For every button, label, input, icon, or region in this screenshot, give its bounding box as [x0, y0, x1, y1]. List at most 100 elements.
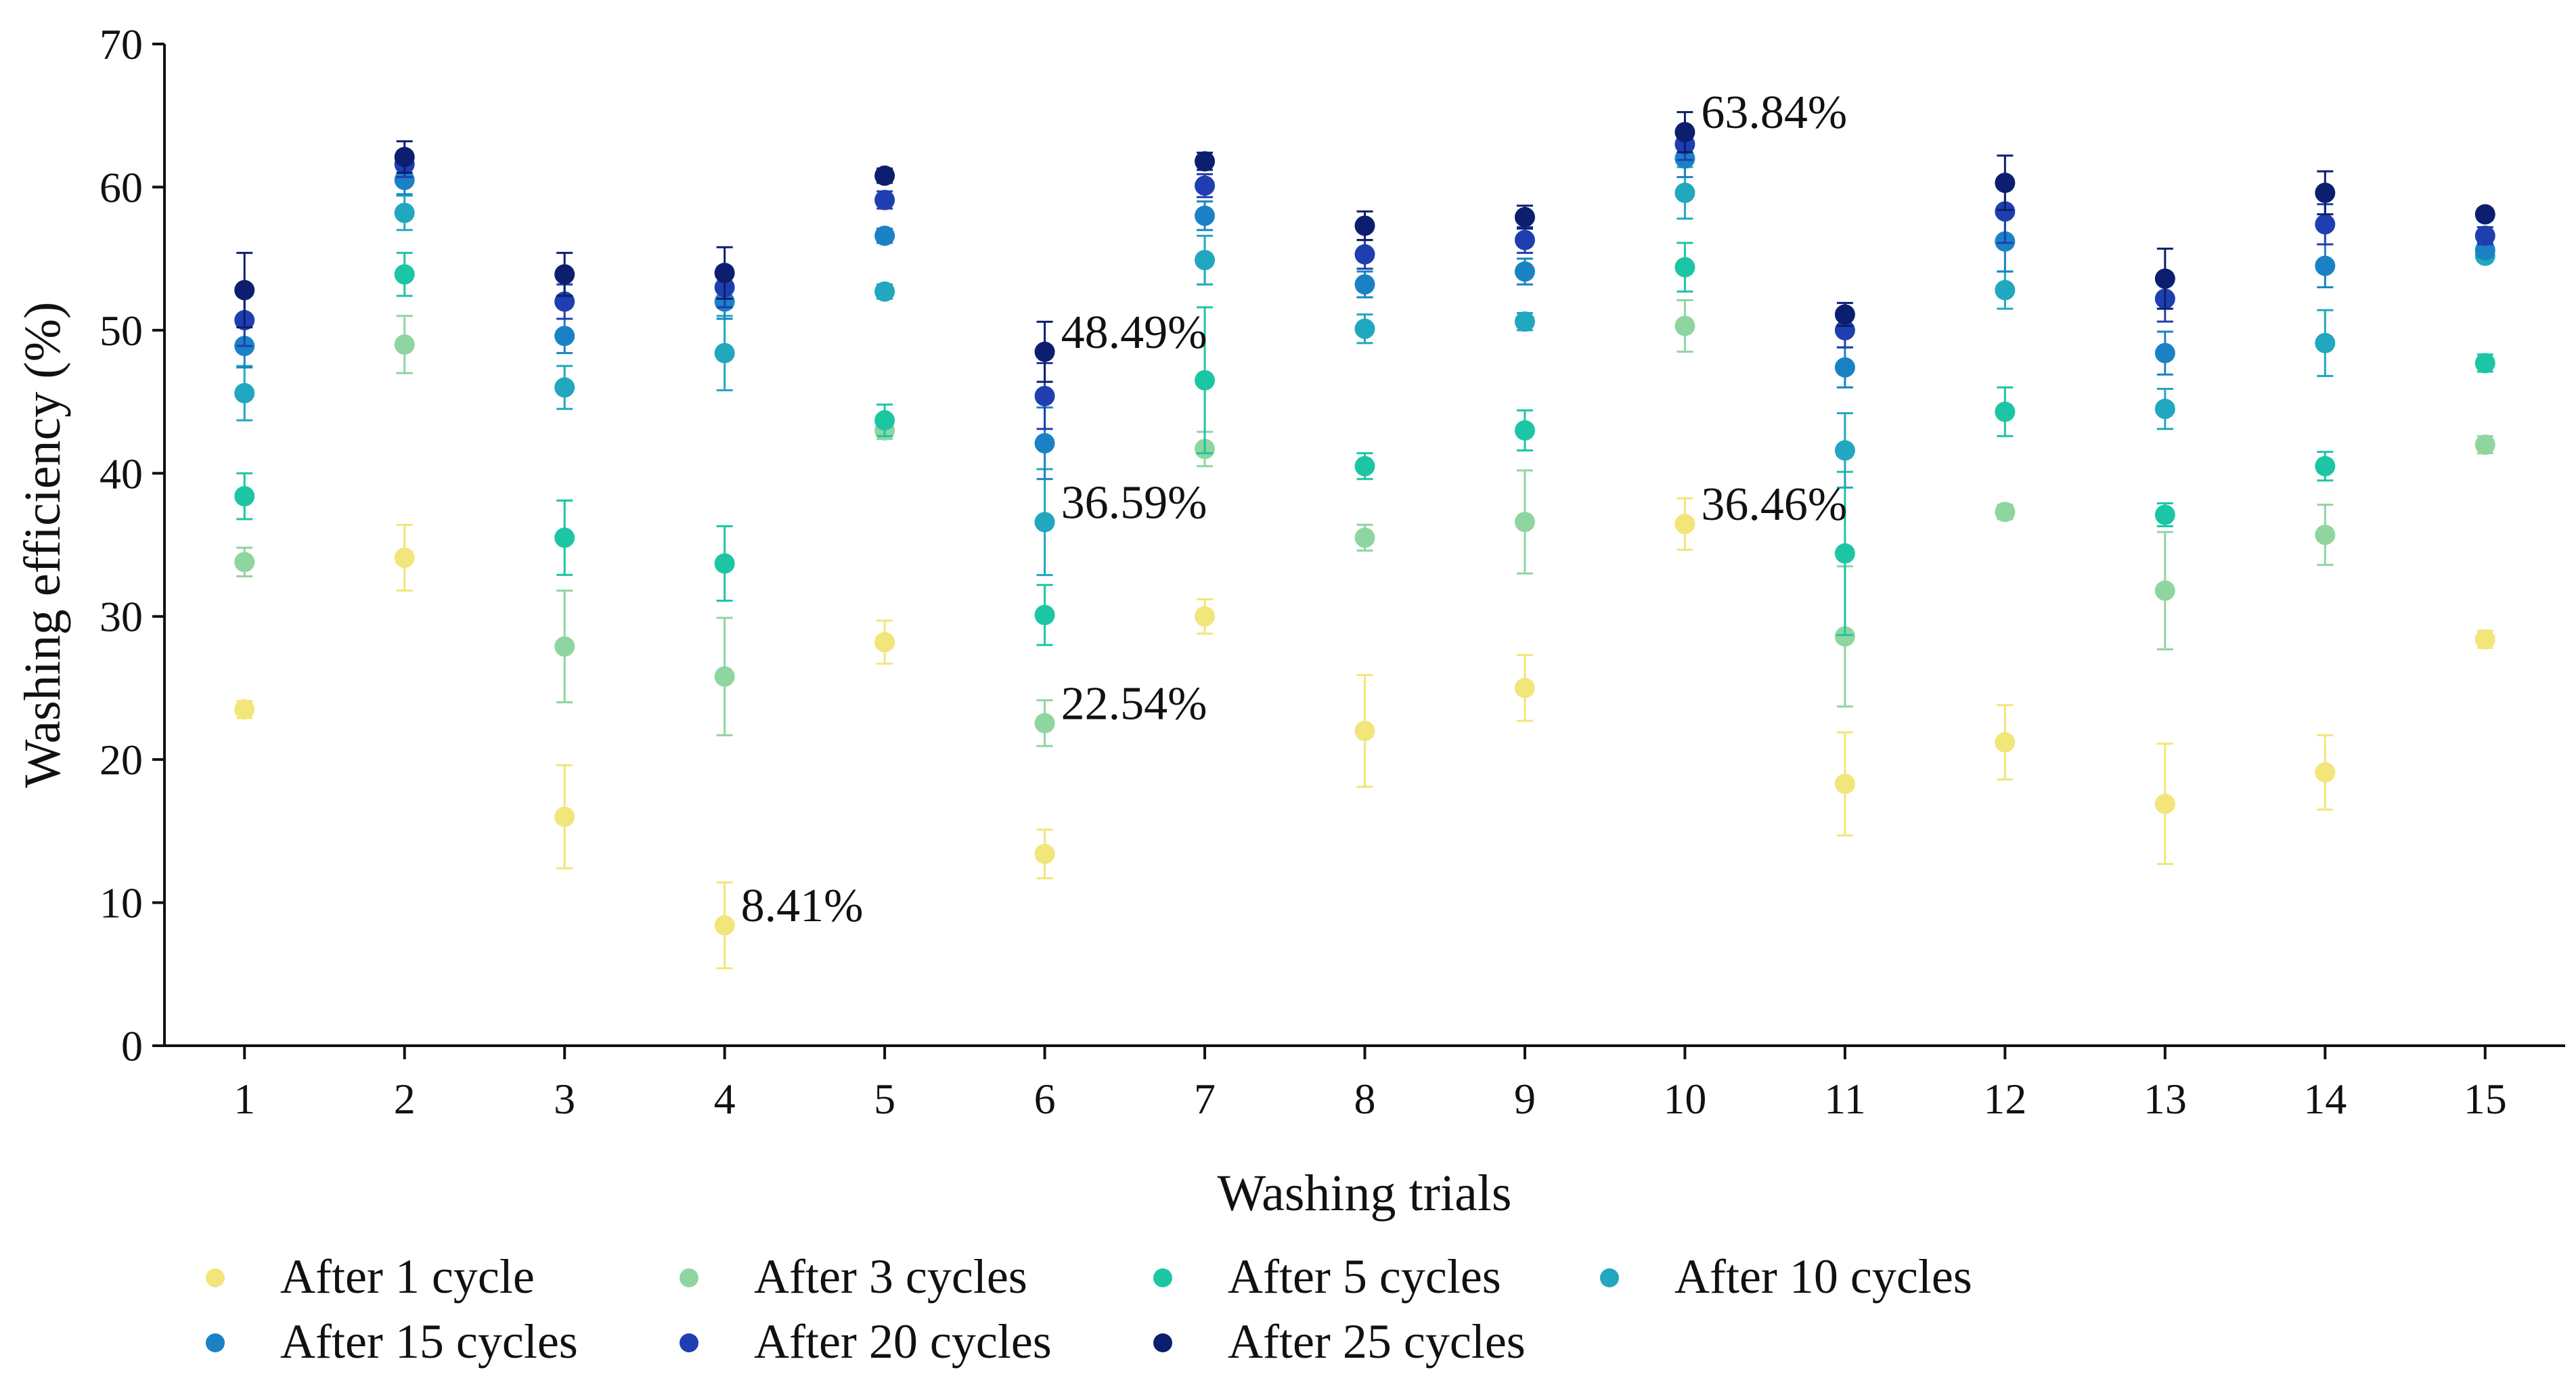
legend-marker: [206, 1268, 225, 1287]
data-point: [1195, 175, 1216, 196]
data-point: [714, 666, 735, 687]
legend-item: After 20 cycles: [680, 1314, 1052, 1369]
x-tick-label: 14: [2303, 1075, 2347, 1123]
data-point: [234, 280, 255, 301]
x-tick-label: 3: [554, 1075, 575, 1123]
data-point: [1674, 315, 1695, 336]
legend-label: After 25 cycles: [1228, 1314, 1526, 1369]
data-point: [1514, 206, 1535, 227]
data-point: [1514, 311, 1535, 332]
data-point: [1995, 201, 2016, 222]
legend-item: After 15 cycles: [206, 1314, 578, 1369]
x-tick-label: 13: [2144, 1075, 2187, 1123]
data-point: [2154, 504, 2175, 525]
series-1: [234, 497, 2495, 970]
data-point: [234, 552, 255, 573]
data-point: [2154, 793, 2175, 814]
data-point: [1195, 370, 1216, 391]
legend-label: After 10 cycles: [1674, 1249, 1972, 1304]
data-point: [2154, 580, 2175, 601]
data-point: [554, 527, 575, 548]
data-point: [1674, 514, 1695, 535]
legend-marker: [1153, 1333, 1172, 1352]
data-point: [874, 410, 895, 431]
x-tick-label: 11: [1824, 1075, 1866, 1123]
data-point: [1834, 774, 1855, 795]
legend-marker: [680, 1268, 698, 1287]
data-point: [714, 915, 735, 936]
data-point: [394, 147, 415, 168]
legend-marker: [1600, 1268, 1619, 1287]
data-point: [394, 202, 415, 223]
data-point: [1834, 440, 1855, 461]
y-tick-label: 40: [99, 449, 143, 497]
data-point: [2474, 629, 2495, 650]
x-tick-label: 15: [2464, 1075, 2507, 1123]
data-point: [554, 377, 575, 398]
data-point: [2154, 342, 2175, 363]
data-point: [2154, 268, 2175, 289]
data-point: [714, 342, 735, 363]
data-point: [2315, 525, 2336, 546]
data-point: [1514, 678, 1535, 698]
data-point: [2315, 762, 2336, 783]
x-tick-label: 7: [1194, 1075, 1216, 1123]
data-point: [2474, 225, 2495, 246]
data-point: [554, 264, 575, 285]
legend-label: After 1 cycle: [280, 1249, 535, 1304]
data-point: [234, 382, 255, 403]
data-point: [2474, 435, 2495, 455]
x-axis-ticks: 1 2 3 4 5 6 7 8 9 10 11 12 13 14 15: [234, 1046, 2507, 1123]
annotation-label: 8.41%: [741, 880, 864, 932]
data-point: [2315, 456, 2336, 476]
annotation-label: 22.54%: [1061, 678, 1207, 730]
legend-label: After 20 cycles: [754, 1314, 1052, 1369]
annotations: 8.41% 22.54% 36.59% 48.49% 36.46% 63.84%: [741, 87, 1848, 932]
legend-marker: [680, 1333, 698, 1352]
annotation-label: 63.84%: [1701, 87, 1847, 139]
x-tick-label: 12: [1983, 1075, 2026, 1123]
data-point: [1034, 512, 1055, 533]
data-point: [1995, 173, 2016, 194]
data-point: [1354, 274, 1375, 295]
annotation-label: 36.46%: [1701, 479, 1847, 531]
data-point: [1354, 318, 1375, 339]
data-point: [874, 281, 895, 302]
y-tick-label: 60: [99, 163, 143, 211]
series-3: [234, 242, 2495, 646]
data-point: [554, 806, 575, 827]
series-7: [234, 111, 2495, 383]
data-point: [554, 326, 575, 347]
data-point: [1195, 606, 1216, 627]
data-point: [554, 636, 575, 657]
data-point: [1034, 433, 1055, 453]
data-point: [1195, 151, 1216, 172]
x-axis-title: Washing trials: [1217, 1165, 1511, 1222]
legend-label: After 5 cycles: [1228, 1249, 1501, 1304]
data-point: [2315, 214, 2336, 235]
legend-item: After 10 cycles: [1600, 1249, 1972, 1304]
data-point: [1834, 357, 1855, 378]
data-point: [874, 190, 895, 210]
x-tick-label: 4: [714, 1075, 736, 1123]
data-point: [1034, 341, 1055, 362]
data-point: [2154, 399, 2175, 420]
data-point: [1834, 304, 1855, 325]
y-tick-label: 30: [99, 593, 143, 641]
data-point: [1514, 420, 1535, 441]
data-point: [1354, 720, 1375, 741]
data-point: [2315, 255, 2336, 276]
x-tick-label: 5: [874, 1075, 895, 1123]
data-point: [1514, 512, 1535, 533]
legend-label: After 15 cycles: [280, 1314, 578, 1369]
data-point: [1674, 182, 1695, 203]
data-point: [2474, 204, 2495, 225]
legend-item: After 1 cycle: [206, 1249, 535, 1304]
data-point: [1995, 401, 2016, 422]
data-point: [1354, 244, 1375, 265]
data-point: [1034, 713, 1055, 734]
x-tick-label: 6: [1034, 1075, 1056, 1123]
legend: After 1 cycle After 3 cycles After 5 cycle…: [206, 1249, 1972, 1369]
data-point: [1354, 527, 1375, 548]
